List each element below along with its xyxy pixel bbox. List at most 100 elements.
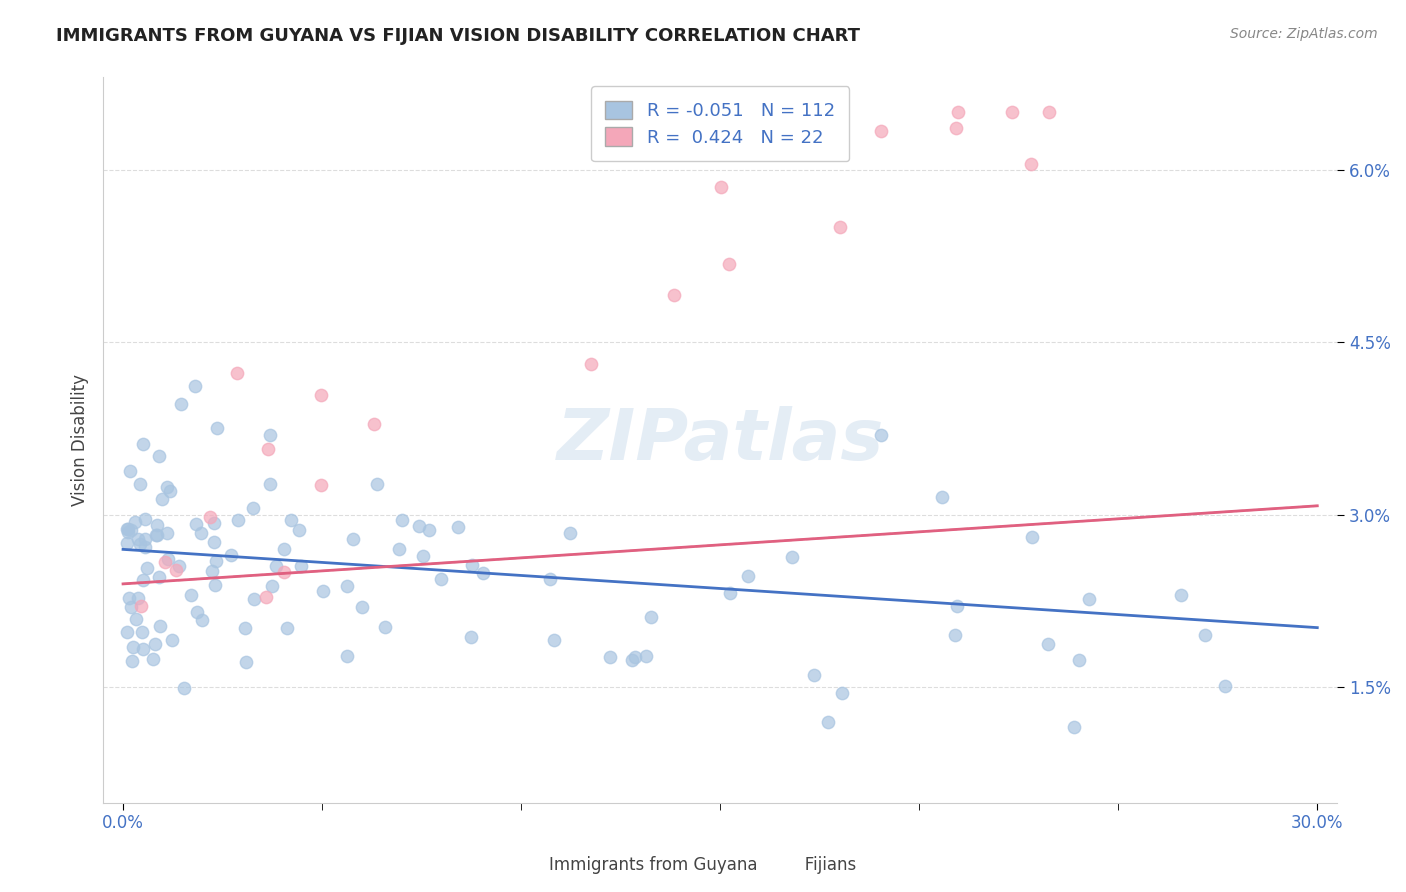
- Immigrants from Guyana: [235, 655, 257, 669]
- Immigrants from Guyana: [129, 537, 152, 551]
- Immigrants from Guyana: [121, 654, 143, 668]
- Immigrants from Guyana: [624, 650, 647, 665]
- Immigrants from Guyana: [388, 542, 411, 557]
- Immigrants from Guyana: [817, 714, 839, 729]
- Immigrants from Guyana: [132, 574, 155, 588]
- Immigrants from Guyana: [634, 649, 657, 664]
- Fijians: [946, 105, 969, 120]
- Immigrants from Guyana: [460, 558, 482, 572]
- Immigrants from Guyana: [242, 500, 264, 515]
- Immigrants from Guyana: [264, 558, 287, 573]
- Immigrants from Guyana: [143, 637, 166, 651]
- Fijians: [1001, 105, 1024, 120]
- Fijians: [828, 138, 851, 153]
- Fijians: [165, 563, 187, 577]
- Immigrants from Guyana: [1038, 637, 1060, 651]
- Fijians: [153, 555, 176, 569]
- Fijians: [200, 510, 222, 524]
- Immigrants from Guyana: [146, 517, 169, 532]
- Immigrants from Guyana: [132, 642, 155, 657]
- Immigrants from Guyana: [408, 519, 430, 533]
- Immigrants from Guyana: [366, 476, 388, 491]
- Immigrants from Guyana: [134, 541, 156, 555]
- Fijians: [129, 599, 152, 614]
- Text: Immigrants from Guyana         Fijians: Immigrants from Guyana Fijians: [550, 856, 856, 874]
- Immigrants from Guyana: [1063, 720, 1085, 734]
- Immigrants from Guyana: [146, 528, 169, 542]
- Immigrants from Guyana: [640, 610, 662, 624]
- Point: [828, 220, 851, 235]
- Immigrants from Guyana: [780, 549, 803, 564]
- Immigrants from Guyana: [120, 523, 142, 537]
- Immigrants from Guyana: [117, 522, 139, 536]
- Immigrants from Guyana: [145, 528, 167, 542]
- Immigrants from Guyana: [186, 605, 208, 619]
- Immigrants from Guyana: [127, 591, 149, 605]
- Immigrants from Guyana: [156, 480, 179, 494]
- Immigrants from Guyana: [243, 591, 266, 606]
- Fijians: [945, 121, 967, 136]
- Immigrants from Guyana: [118, 464, 141, 478]
- Immigrants from Guyana: [157, 552, 180, 566]
- Immigrants from Guyana: [148, 569, 170, 583]
- Immigrants from Guyana: [737, 569, 759, 583]
- Immigrants from Guyana: [599, 650, 621, 665]
- Text: ZIPatlas: ZIPatlas: [557, 406, 884, 475]
- Immigrants from Guyana: [191, 614, 214, 628]
- Immigrants from Guyana: [202, 535, 225, 549]
- Immigrants from Guyana: [184, 379, 207, 393]
- Immigrants from Guyana: [169, 558, 191, 573]
- Immigrants from Guyana: [1194, 627, 1216, 641]
- Immigrants from Guyana: [259, 427, 281, 442]
- Fijians: [710, 180, 733, 194]
- Text: Source: ZipAtlas.com: Source: ZipAtlas.com: [1230, 27, 1378, 41]
- Immigrants from Guyana: [945, 627, 967, 641]
- Immigrants from Guyana: [374, 620, 396, 634]
- Immigrants from Guyana: [447, 520, 470, 534]
- Immigrants from Guyana: [131, 624, 153, 639]
- Fijians: [273, 565, 295, 579]
- Immigrants from Guyana: [412, 549, 434, 563]
- Immigrants from Guyana: [287, 523, 309, 537]
- Fijians: [309, 478, 332, 492]
- Immigrants from Guyana: [132, 437, 155, 451]
- Immigrants from Guyana: [391, 513, 413, 527]
- Immigrants from Guyana: [122, 640, 145, 655]
- Immigrants from Guyana: [149, 619, 172, 633]
- Immigrants from Guyana: [803, 668, 825, 682]
- Immigrants from Guyana: [184, 516, 207, 531]
- Immigrants from Guyana: [129, 477, 152, 491]
- Immigrants from Guyana: [1213, 680, 1236, 694]
- Immigrants from Guyana: [342, 532, 364, 546]
- Immigrants from Guyana: [173, 681, 195, 695]
- Immigrants from Guyana: [273, 541, 295, 556]
- Immigrants from Guyana: [233, 622, 256, 636]
- Immigrants from Guyana: [170, 397, 193, 411]
- Immigrants from Guyana: [620, 653, 643, 667]
- Immigrants from Guyana: [538, 572, 561, 586]
- Immigrants from Guyana: [1170, 588, 1192, 602]
- Immigrants from Guyana: [142, 652, 165, 666]
- Immigrants from Guyana: [160, 632, 183, 647]
- Immigrants from Guyana: [205, 421, 228, 435]
- Immigrants from Guyana: [350, 600, 373, 615]
- Immigrants from Guyana: [134, 532, 156, 546]
- Immigrants from Guyana: [201, 564, 224, 578]
- Immigrants from Guyana: [120, 599, 142, 614]
- Immigrants from Guyana: [720, 586, 742, 600]
- Fijians: [363, 417, 385, 431]
- Immigrants from Guyana: [118, 591, 141, 606]
- Immigrants from Guyana: [260, 579, 283, 593]
- Immigrants from Guyana: [135, 561, 157, 575]
- Immigrants from Guyana: [276, 621, 298, 635]
- Immigrants from Guyana: [312, 584, 335, 599]
- Fijians: [311, 388, 333, 402]
- Immigrants from Guyana: [460, 630, 482, 644]
- Immigrants from Guyana: [190, 525, 212, 540]
- Immigrants from Guyana: [336, 579, 359, 593]
- Immigrants from Guyana: [471, 566, 494, 581]
- Immigrants from Guyana: [125, 612, 148, 626]
- Immigrants from Guyana: [148, 449, 170, 463]
- Immigrants from Guyana: [127, 532, 149, 546]
- Immigrants from Guyana: [560, 526, 582, 541]
